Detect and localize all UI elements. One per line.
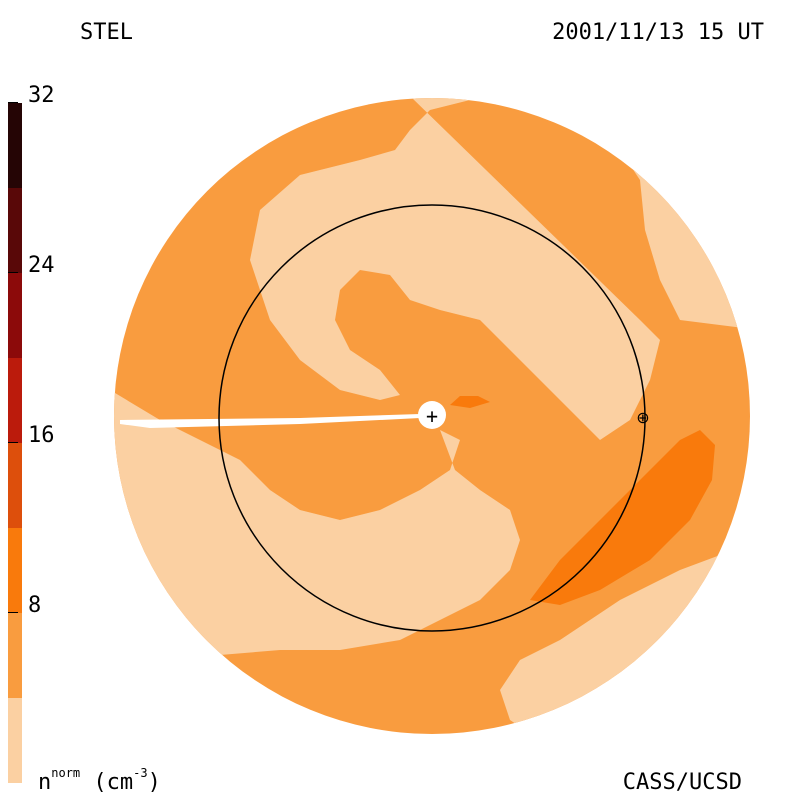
colorbar-level-7 xyxy=(8,103,22,188)
colorbar-level-1 xyxy=(8,613,22,698)
colorbar-level-6 xyxy=(8,188,22,273)
colorbar-tick-32: 32 xyxy=(28,83,55,108)
spiral-arm-top xyxy=(250,98,750,440)
station-label: STEL xyxy=(80,20,133,45)
colorbar-level-0 xyxy=(8,698,22,783)
colorbar-tick-24: 24 xyxy=(28,253,55,278)
earth-orbit-circle xyxy=(218,204,646,632)
colorbar-level-2 xyxy=(8,528,22,613)
colorbar-tick-mark xyxy=(8,612,18,613)
data-gap-streak xyxy=(120,414,420,428)
colorbar-level-5 xyxy=(8,273,22,358)
datetime-label: 2001/11/13 15 UT xyxy=(552,20,764,45)
dense-region xyxy=(530,430,715,605)
colorbar-level-3 xyxy=(8,443,22,528)
colorbar-tick-mark xyxy=(8,102,18,103)
sun-icon: + xyxy=(426,404,438,428)
colorbar xyxy=(8,18,22,783)
colorbar-tick-16: 16 xyxy=(28,423,55,448)
colorbar-level-4 xyxy=(8,358,22,443)
colorbar-tick-mark xyxy=(8,442,18,443)
sun-disk xyxy=(418,401,446,429)
earth-icon: ⊕ xyxy=(636,408,649,427)
unit-label: nnorm (cm-3) xyxy=(38,766,161,795)
colorbar-tick-8: 8 xyxy=(28,593,42,618)
spiral-arm-bottom xyxy=(114,390,520,655)
colorbar-tick-mark xyxy=(8,272,18,273)
credit-label: CASS/UCSD xyxy=(622,770,742,795)
dense-spot-center xyxy=(450,396,490,408)
